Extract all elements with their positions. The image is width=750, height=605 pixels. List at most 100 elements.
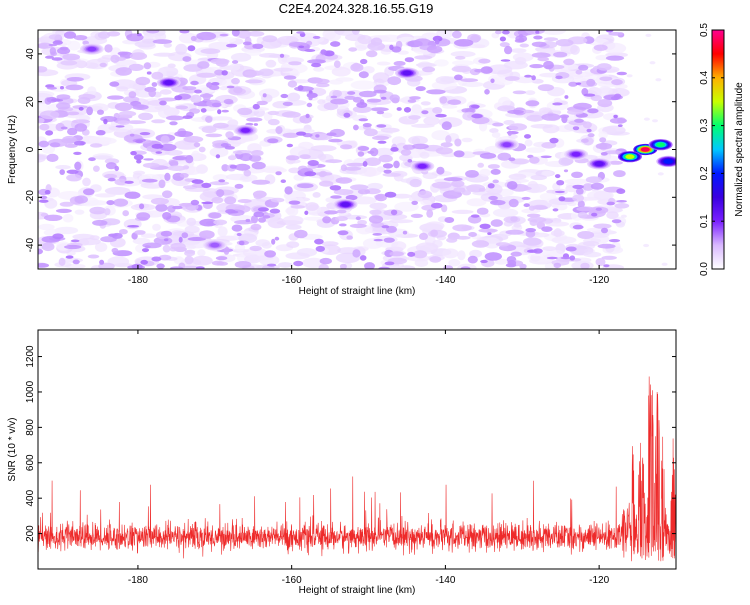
heatmap-cell [63,31,77,39]
heatmap-cell [462,111,476,121]
heatmap-cell [564,95,569,99]
heatmap-cell [597,243,616,249]
heatmap-cell [311,62,322,68]
heatmap-cell [448,259,461,267]
heatmap-cell [167,165,187,171]
heatmap-cell [386,225,397,233]
heatmap-cell [352,249,361,258]
heatmap-cell [360,58,368,65]
heatmap-cell [421,110,429,115]
heatmap-cell [70,239,80,243]
heatmap-cell [381,225,390,229]
heatmap-cell [191,150,201,162]
heatmap-cell [209,147,229,158]
heatmap-cell [43,214,63,221]
heatmap-cell [605,55,625,61]
heatmap-cell [67,127,78,136]
heatmap-cell [334,216,348,222]
heatmap-cell [527,213,541,218]
heatmap-cell [432,35,443,42]
heatmap-cell [304,171,317,177]
heatmap-cell [604,150,623,155]
heatmap-cell [63,244,82,250]
heatmap-cell [643,243,650,248]
heatmap-cell [66,174,82,182]
heatmap-cell [95,130,106,136]
heatmap-cell [358,90,377,98]
heatmap-cell [158,254,172,261]
heatmap-cell [39,195,48,200]
heatmap-cell [492,179,499,184]
heatmap-cell [355,216,361,221]
heatmap-cell [391,46,402,53]
heatmap-cell [333,189,354,195]
heatmap-cell [567,109,584,115]
heatmap-cell [211,102,222,108]
heatmap-cell [419,232,428,240]
heatmap-cell [490,199,506,206]
heatmap-cell [136,212,151,221]
heatmap-cell [251,161,266,170]
heatmap-cell [609,117,627,124]
heatmap-cell [178,202,195,207]
heatmap-cell [93,165,100,172]
heatmap-cell [431,202,443,209]
heatmap-cell [586,128,592,133]
heatmap-cell [415,86,426,92]
heatmap-cell [62,213,74,223]
heatmap-cell [87,254,100,259]
heatmap-cell [253,123,258,126]
heatmap-cell [146,71,152,75]
line-plot-frame [37,329,677,570]
y-tick-label: 800 [25,419,36,436]
heatmap-cell [100,116,118,122]
heatmap-cell [155,203,168,212]
heatmap-cell [132,104,149,110]
x-axis-label: Height of straight line (km) [299,585,416,596]
colorbar-label: Normalized spectral amplitude [734,82,745,217]
heatmap-cell [453,187,466,193]
colorbar [711,29,725,270]
heatmap-cell [372,135,389,141]
heatmap-cell [510,216,518,222]
heatmap-cell [258,217,266,223]
heatmap-cell [162,190,173,199]
heatmap-cell [497,105,516,112]
heatmap-cell [58,257,66,266]
heatmap-cell [234,243,246,252]
heatmap-cell [197,249,206,257]
heatmap-cell [580,262,590,269]
heatmap-cell [78,106,84,111]
heatmap-cell [90,143,103,148]
heatmap-cell [556,180,565,186]
colorbar-tick-label: 0.3 [699,118,710,132]
heatmap-cell [595,258,606,266]
heatmap-cell [162,244,171,253]
heatmap-cell [164,149,183,156]
heatmap-cell [127,225,140,228]
heatmap-cell [602,125,626,136]
heatmap-cell [563,169,569,173]
heatmap-cell [182,115,193,119]
heatmap-cell [499,42,510,48]
heatmap-cell [231,77,240,85]
heatmap-cell [226,43,238,48]
heatmap-cell [359,255,367,261]
heatmap-cell [136,159,142,164]
heatmap-cell [128,63,144,71]
heatmap-cell [49,142,61,148]
heatmap-cell [454,55,466,60]
heatmap-cell [104,173,118,179]
heatmap-cell [212,174,229,182]
heatmap-cell [450,51,476,58]
heatmap-cell [617,124,623,127]
heatmap-cell [553,262,562,269]
heatmap-cell [374,147,394,157]
heatmap-cell [99,259,105,265]
heatmap-cell [38,140,49,148]
heatmap-cell [219,33,229,37]
heatmap-cell [107,177,116,182]
heatmap-hotspot [656,142,666,147]
heatmap-cell [133,170,146,175]
heatmap-cell [397,50,409,55]
